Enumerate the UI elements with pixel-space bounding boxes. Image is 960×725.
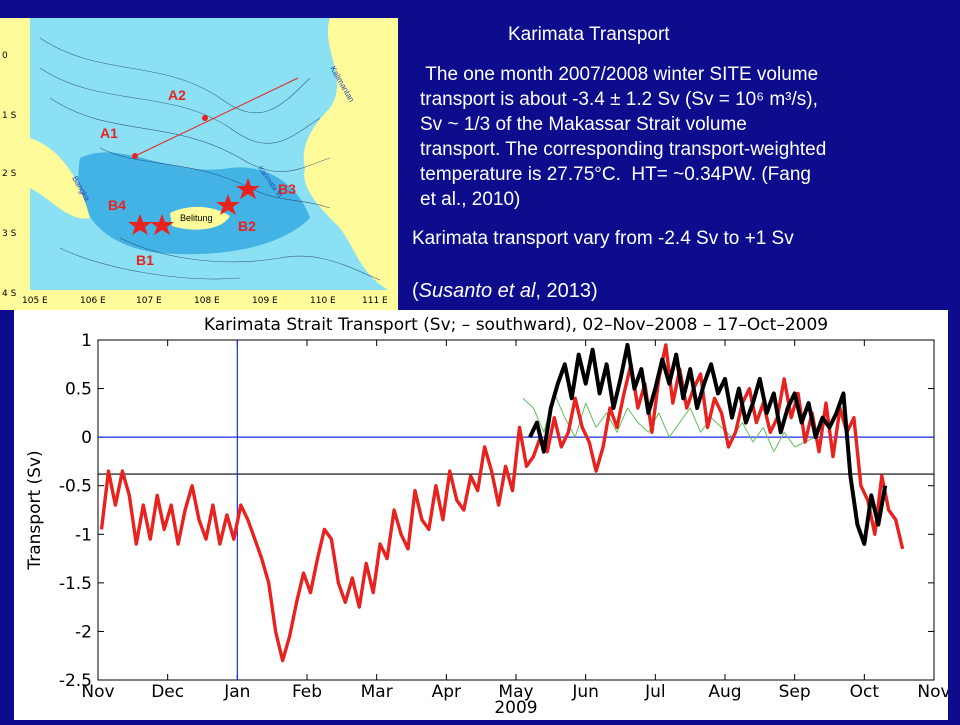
belitung-island [170,206,230,230]
summary-line: Sv ~ 1/3 of the Makassar Strait volume [420,114,747,135]
lon-label: 108 E [194,296,220,306]
x-tick-label: Sep [779,682,811,702]
y-tick-label: -2 [75,622,92,642]
transport-time-series-chart: Karimata Strait Transport (Sv; – southwa… [14,310,951,720]
y-tick-label: -0.5 [59,477,92,497]
x-tick-label: Aug [708,682,741,702]
y-axis-label: Transport (Sv) [25,450,45,570]
chart-title: Karimata Strait Transport (Sv; – southwa… [204,315,828,335]
lon-label: 107 E [136,296,162,306]
x-tick-label: Feb [292,682,322,702]
x-axis-label: 2009 [494,698,537,718]
series-line-2 [522,392,816,453]
x-tick-label: Nov [917,682,948,702]
lon-label: 111 E [362,296,388,306]
bangka-island [30,138,90,219]
y-tick-label: -1.5 [59,574,92,594]
transport-range-text: Karimata transport vary from -2.4 Sv to … [412,228,794,249]
y-tick-label: 0 [81,428,92,448]
citation-open: ( [412,280,419,302]
x-tick-label: Mar [361,682,393,702]
y-tick-label: 1 [81,331,92,351]
lat-label: 3 S [2,229,17,239]
series-line-1 [528,342,888,546]
lon-label: 105 E [22,296,48,306]
summary-line: transport is about -3.4 ± 1.2 Sv (Sv = 1… [420,89,818,110]
lon-label: 109 E [252,296,278,306]
summary-line: temperature is 27.75°C. HT= ~0.34PW. (Fa… [420,164,811,185]
x-tick-label: Oct [850,682,880,702]
lat-label: 0 [2,51,8,61]
series-line-0 [99,343,905,663]
x-tick-label: Jul [644,682,666,702]
summary-text: The one month 2007/2008 winter SITE volu… [420,62,940,212]
x-tick-label: Apr [432,682,461,702]
lon-label: 106 E [80,296,106,306]
lat-label: 1 S [2,111,17,121]
y-tick-label: 0.5 [65,380,92,400]
citation: (Susanto et al, 2013) [412,280,598,303]
mooring-label-b3: B3 [278,181,296,197]
lon-label: 110 E [310,296,336,306]
x-tick-label: Jun [571,682,599,702]
citation-year: , 2013) [535,280,598,302]
y-tick-label: -2.5 [59,671,92,691]
x-tick-label: Jan [223,682,250,702]
lat-label: 4 S [2,289,17,299]
x-tick-label: May [498,682,533,702]
karimata-region-map: A2 A1 B4 B3 B2 B1 Kalimantan Bangka Beli… [0,18,398,310]
summary-line: The one month 2007/2008 winter SITE volu… [420,64,819,85]
mooring-label-a2: A2 [168,87,186,103]
summary-line: transport. The corresponding transport-w… [420,139,827,160]
lat-label: 2 S [2,169,17,179]
citation-authors: Susanto et al [418,280,536,302]
x-tick-label: Nov [81,682,114,702]
y-tick-label: -1 [75,525,92,545]
mooring-label-b4: B4 [108,197,126,213]
plot-area [97,339,935,681]
x-tick-label: Dec [151,682,184,702]
mooring-label-b1: B1 [136,252,154,268]
summary-line: et al., 2010) [420,189,521,210]
mooring-label-b2: B2 [238,218,256,234]
place-label-belitung: Belitung [180,213,213,223]
mooring-label-a1: A1 [100,125,118,141]
slide-title: Karimata Transport [508,24,670,45]
